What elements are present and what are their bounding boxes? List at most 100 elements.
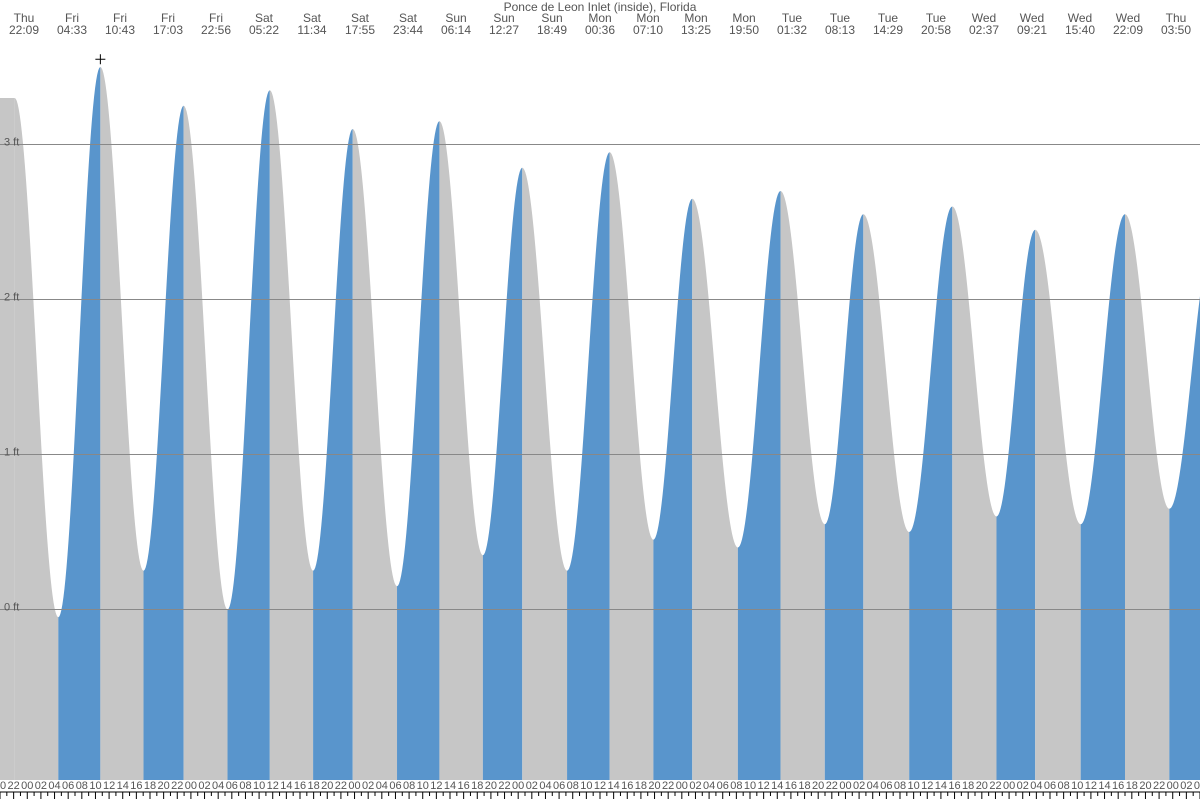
top-time-label: 19:50 bbox=[729, 23, 759, 37]
y-tick-label: 0 ft bbox=[4, 601, 19, 613]
x-tick-label: 02 bbox=[35, 780, 47, 792]
x-tick-label: 06 bbox=[62, 780, 74, 792]
x-tick-label: 22 bbox=[989, 780, 1001, 792]
top-time-label: 07:10 bbox=[633, 23, 663, 37]
x-tick-label: 18 bbox=[962, 780, 974, 792]
x-tick-label: 22 bbox=[8, 780, 20, 792]
x-tick-label: 16 bbox=[621, 780, 633, 792]
x-tick-label: 08 bbox=[403, 780, 415, 792]
x-tick-label: 16 bbox=[948, 780, 960, 792]
x-tick-label: 08 bbox=[239, 780, 251, 792]
x-tick-label: 02 bbox=[689, 780, 701, 792]
x-tick-label: 10 bbox=[908, 780, 920, 792]
x-tick-label: 10 bbox=[744, 780, 756, 792]
x-tick-label: 18 bbox=[471, 780, 483, 792]
x-tick-label: 04 bbox=[212, 780, 224, 792]
x-tick-label: 06 bbox=[717, 780, 729, 792]
x-tick-label: 04 bbox=[376, 780, 388, 792]
x-tick-label: 00 bbox=[1167, 780, 1179, 792]
x-tick-label: 10 bbox=[253, 780, 265, 792]
x-tick-label: 04 bbox=[703, 780, 715, 792]
x-tick-label: 22 bbox=[1153, 780, 1165, 792]
x-tick-label: 10 bbox=[89, 780, 101, 792]
x-tick-label: 06 bbox=[1044, 780, 1056, 792]
x-tick-label: 16 bbox=[294, 780, 306, 792]
x-tick-label: 12 bbox=[267, 780, 279, 792]
top-time-label: 22:09 bbox=[9, 23, 39, 37]
x-tick-label: 22 bbox=[662, 780, 674, 792]
x-tick-label: 20 bbox=[0, 780, 6, 792]
x-tick-label: 14 bbox=[280, 780, 292, 792]
x-tick-label: 16 bbox=[458, 780, 470, 792]
x-tick-label: 04 bbox=[1030, 780, 1042, 792]
x-tick-label: 02 bbox=[853, 780, 865, 792]
x-tick-label: 02 bbox=[362, 780, 374, 792]
chart-svg: 0 ft1 ft2 ft3 ftPonce de Leon Inlet (ins… bbox=[0, 0, 1200, 800]
x-tick-label: 00 bbox=[185, 780, 197, 792]
top-time-label: 23:44 bbox=[393, 23, 423, 37]
x-tick-label: 22 bbox=[498, 780, 510, 792]
x-tick-label: 16 bbox=[785, 780, 797, 792]
x-tick-label: 16 bbox=[130, 780, 142, 792]
top-time-label: 12:27 bbox=[489, 23, 519, 37]
top-time-label: 11:34 bbox=[297, 23, 326, 37]
top-time-label: 17:55 bbox=[345, 23, 375, 37]
top-time-label: 13:25 bbox=[681, 23, 711, 37]
x-tick-label: 06 bbox=[226, 780, 238, 792]
x-tick-label: 14 bbox=[444, 780, 456, 792]
top-time-label: 01:32 bbox=[777, 23, 807, 37]
top-time-label: 04:33 bbox=[57, 23, 87, 37]
y-tick-label: 3 ft bbox=[4, 136, 19, 148]
x-tick-label: 18 bbox=[144, 780, 156, 792]
x-tick-label: 22 bbox=[171, 780, 183, 792]
top-time-label: 09:21 bbox=[1017, 23, 1047, 37]
x-tick-label: 12 bbox=[921, 780, 933, 792]
top-time-label: 03:50 bbox=[1161, 23, 1191, 37]
x-tick-label: 20 bbox=[648, 780, 660, 792]
x-tick-label: 06 bbox=[553, 780, 565, 792]
top-time-label: 14:29 bbox=[873, 23, 903, 37]
top-time-label: 08:13 bbox=[825, 23, 855, 37]
x-tick-label: 12 bbox=[103, 780, 115, 792]
x-tick-label: 06 bbox=[389, 780, 401, 792]
x-tick-label: 10 bbox=[417, 780, 429, 792]
x-tick-label: 14 bbox=[935, 780, 947, 792]
x-tick-label: 02 bbox=[198, 780, 210, 792]
x-tick-label: 10 bbox=[580, 780, 592, 792]
x-tick-label: 12 bbox=[594, 780, 606, 792]
x-tick-label: 06 bbox=[880, 780, 892, 792]
x-tick-label: 20 bbox=[1139, 780, 1151, 792]
x-tick-label: 12 bbox=[430, 780, 442, 792]
x-tick-label: 14 bbox=[771, 780, 783, 792]
top-time-label: 17:03 bbox=[153, 23, 183, 37]
x-tick-label: 12 bbox=[1085, 780, 1097, 792]
x-tick-label: 04 bbox=[539, 780, 551, 792]
x-tick-label: 08 bbox=[1058, 780, 1070, 792]
x-tick-label: 18 bbox=[1126, 780, 1138, 792]
top-time-label: 10:43 bbox=[105, 23, 135, 37]
x-tick-label: 10 bbox=[1071, 780, 1083, 792]
top-time-label: 02:37 bbox=[969, 23, 999, 37]
x-tick-label: 08 bbox=[730, 780, 742, 792]
x-tick-label: 00 bbox=[21, 780, 33, 792]
x-tick-label: 08 bbox=[567, 780, 579, 792]
top-time-label: 00:36 bbox=[585, 23, 615, 37]
x-tick-label: 22 bbox=[826, 780, 838, 792]
x-tick-label: 20 bbox=[485, 780, 497, 792]
top-time-label: 06:14 bbox=[441, 23, 471, 37]
x-tick-label: 14 bbox=[608, 780, 620, 792]
top-time-label: 18:49 bbox=[537, 23, 567, 37]
x-tick-label: 14 bbox=[1098, 780, 1110, 792]
top-time-label: 20:58 bbox=[921, 23, 951, 37]
x-tick-label: 00 bbox=[676, 780, 688, 792]
x-tick-label: 20 bbox=[158, 780, 170, 792]
x-tick-label: 18 bbox=[798, 780, 810, 792]
x-tick-label: 20 bbox=[812, 780, 824, 792]
x-tick-label: 00 bbox=[839, 780, 851, 792]
x-tick-label: 18 bbox=[635, 780, 647, 792]
x-tick-label: 12 bbox=[758, 780, 770, 792]
x-tick-label: 00 bbox=[1003, 780, 1015, 792]
x-tick-label: 04 bbox=[867, 780, 879, 792]
x-tick-label: 02 bbox=[1180, 780, 1192, 792]
x-tick-label: 22 bbox=[335, 780, 347, 792]
